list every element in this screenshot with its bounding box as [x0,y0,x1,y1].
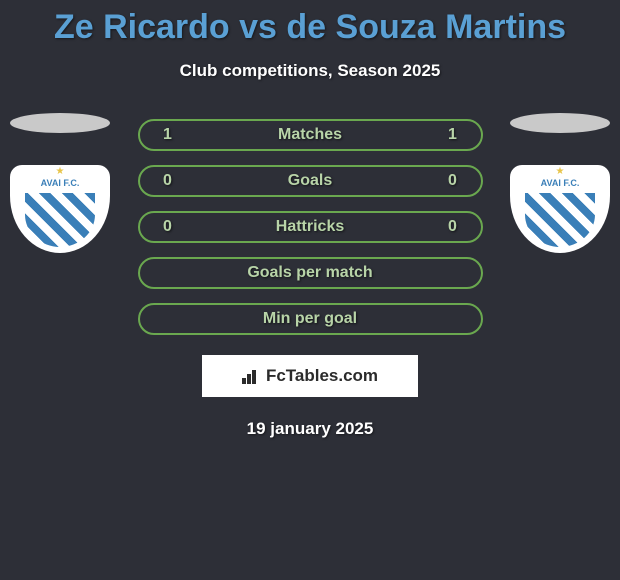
page-title: Ze Ricardo vs de Souza Martins [0,0,620,47]
stat-row: 0 Hattricks 0 [138,211,483,243]
stat-value-right: 0 [443,172,463,190]
badge-stripes [525,193,595,247]
stat-label: Min per goal [263,310,357,328]
bar-chart-icon [242,368,260,384]
stat-label: Goals [288,172,332,190]
stat-value-left: 0 [158,218,178,236]
stat-row: 1 Matches 1 [138,119,483,151]
comparison-area: ★ AVAI F.C. ★ AVAI F.C. 1 Matches 1 0 Go… [0,119,620,439]
player-right: ★ AVAI F.C. [510,113,610,253]
subtitle: Club competitions, Season 2025 [0,61,620,81]
player-photo-placeholder-right [510,113,610,133]
stat-label: Hattricks [276,218,344,236]
stat-value-left: 1 [158,126,178,144]
stat-row: Goals per match [138,257,483,289]
stat-row: Min per goal [138,303,483,335]
star-icon: ★ [556,167,565,177]
stat-label: Matches [278,126,342,144]
branding-text: FcTables.com [266,366,378,386]
stats-list: 1 Matches 1 0 Goals 0 0 Hattricks 0 Goal… [138,119,483,335]
club-badge-right: ★ AVAI F.C. [510,165,610,253]
player-left: ★ AVAI F.C. [10,113,110,253]
club-badge-left: ★ AVAI F.C. [10,165,110,253]
stat-row: 0 Goals 0 [138,165,483,197]
stat-value-left: 0 [158,172,178,190]
star-icon: ★ [56,167,65,177]
club-name-left: AVAI F.C. [41,178,80,188]
badge-stripes [25,193,95,247]
player-photo-placeholder-left [10,113,110,133]
stat-value-right: 0 [443,218,463,236]
branding-badge[interactable]: FcTables.com [202,355,418,397]
date-label: 19 january 2025 [0,419,620,439]
stat-value-right: 1 [443,126,463,144]
club-name-right: AVAI F.C. [541,178,580,188]
stat-label: Goals per match [247,264,372,282]
